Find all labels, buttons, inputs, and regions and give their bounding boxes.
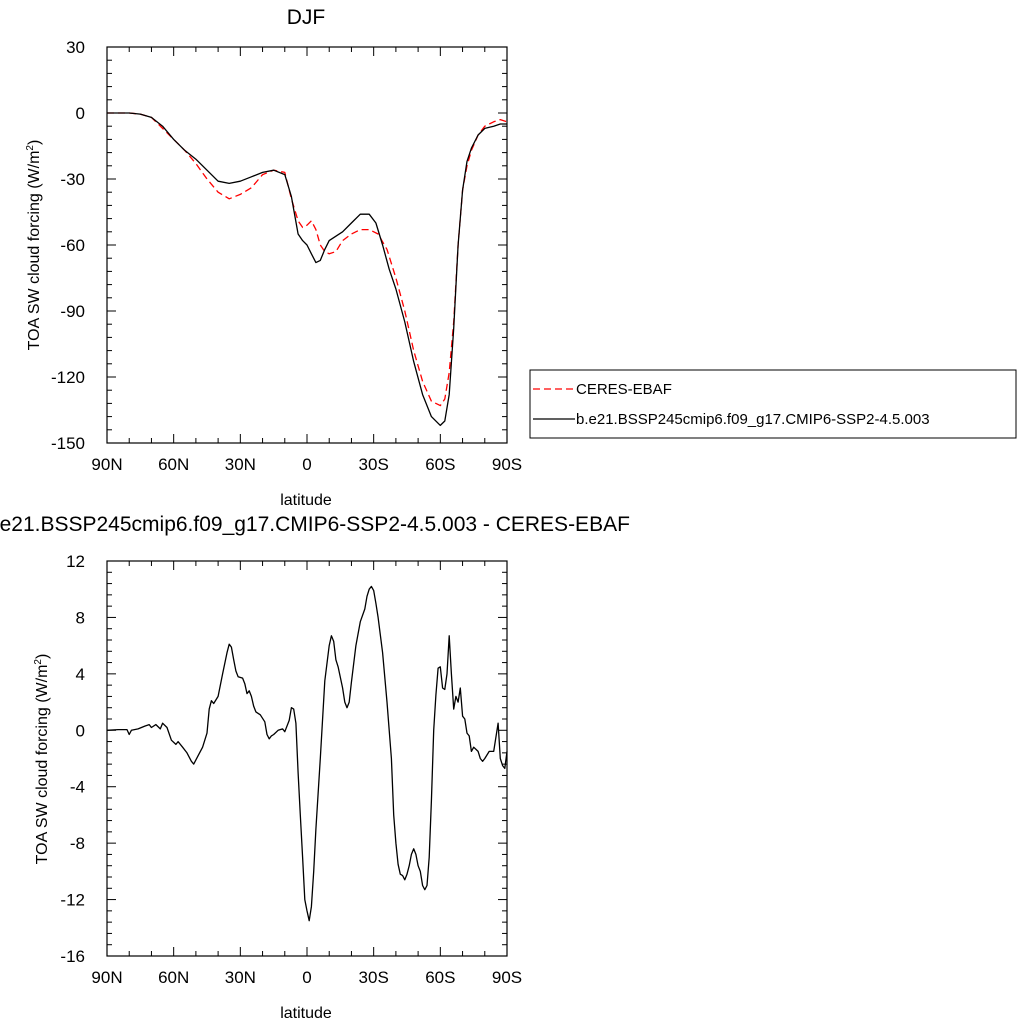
legend-label-ceres: CERES-EBAF: [576, 381, 672, 398]
bottom-y-axis-label-text: TOA SW cloud forcing (W/m: [34, 665, 51, 865]
top-x-axis-label: latitude: [280, 492, 332, 509]
bottom-y-axis-label-sup: 2: [33, 659, 44, 665]
legend: CERES-EBAF b.e21.BSSP245cmip6.f09_g17.CM…: [529, 369, 1017, 439]
legend-box: [529, 369, 1017, 439]
top-y-axis-label-close: ): [26, 140, 43, 145]
top-y-tick-label: -150: [51, 434, 85, 453]
top-x-tick-label: 90S: [492, 455, 522, 474]
top-x-tick-label: 30N: [225, 455, 256, 474]
top-y-axis-label-sup: 2: [25, 145, 36, 151]
bottom-x-axis-label: latitude: [280, 1005, 332, 1022]
bottom-y-tick-label: -12: [60, 891, 85, 910]
bottom-x-tick-label: 90S: [492, 968, 522, 987]
top-panel-djf: DJF 90N 60N 30N 0 30S 60S 90S 30 0 -30 -60 -90 -120 -…: [25, 6, 522, 509]
bottom-series-line-1: [106, 585, 508, 922]
bottom-plot-frame: [106, 560, 508, 957]
top-y-tick-label: -30: [60, 170, 85, 189]
top-y-axis-label: TOA SW cloud forcing (W/m2): [25, 140, 43, 351]
top-y-axis-label-text: TOA SW cloud forcing (W/m: [26, 151, 43, 351]
top-x-tick-label: 90N: [91, 455, 122, 474]
top-y-tick-label: -120: [51, 368, 85, 387]
top-x-tick-label: 30S: [359, 455, 389, 474]
top-series-line-2: [107, 112, 507, 427]
bottom-y-tick-label: -16: [60, 947, 85, 966]
bottom-x-tick-label: 60S: [425, 968, 455, 987]
top-x-tick-label: 0: [302, 455, 311, 474]
bottom-y-tick-label: -8: [70, 834, 85, 853]
top-x-tick-label: 60S: [425, 455, 455, 474]
bottom-y-axis-label: TOA SW cloud forcing (W/m2): [33, 654, 51, 865]
top-x-tick-label: 60N: [158, 455, 189, 474]
bottom-panel-difference: b.e21.BSSP245cmip6.f09_g17.CMIP6-SSP2-4.…: [0, 513, 630, 1022]
bottom-plot-area: 90N 60N 30N 0 30S 60S 90S 12 8 4 0 -4 -8 -12 -16: [60, 552, 522, 987]
bottom-x-tick-label: 30S: [359, 968, 389, 987]
bottom-x-tick-label: 30N: [225, 968, 256, 987]
top-y-tick-label: -90: [60, 302, 85, 321]
top-plot-area: 90N 60N 30N 0 30S 60S 90S 30 0 -30 -60 -90 -120 -150: [51, 38, 522, 474]
bottom-x-tick-label: 60N: [158, 968, 189, 987]
top-y-tick-label: -60: [60, 236, 85, 255]
bottom-y-tick-label: 8: [76, 608, 85, 627]
bottom-chart-title: b.e21.BSSP245cmip6.f09_g17.CMIP6-SSP2-4.…: [0, 513, 630, 536]
top-y-tick-label: 30: [66, 38, 85, 57]
top-series-line-1: [107, 112, 508, 407]
bottom-y-tick-label: 4: [76, 665, 85, 684]
bottom-y-tick-label: 12: [66, 552, 85, 571]
bottom-y-tick-label: 0: [76, 721, 85, 740]
bottom-x-tick-label: 90N: [91, 968, 122, 987]
top-y-tick-label: 0: [76, 104, 85, 123]
legend-label-model: b.e21.BSSP245cmip6.f09_g17.CMIP6-SSP2-4.…: [576, 411, 930, 428]
top-chart-title: DJF: [287, 6, 326, 29]
bottom-y-tick-label: -4: [70, 778, 85, 797]
bottom-x-tick-label: 0: [302, 968, 311, 987]
bottom-y-axis-label-close: ): [34, 654, 51, 659]
